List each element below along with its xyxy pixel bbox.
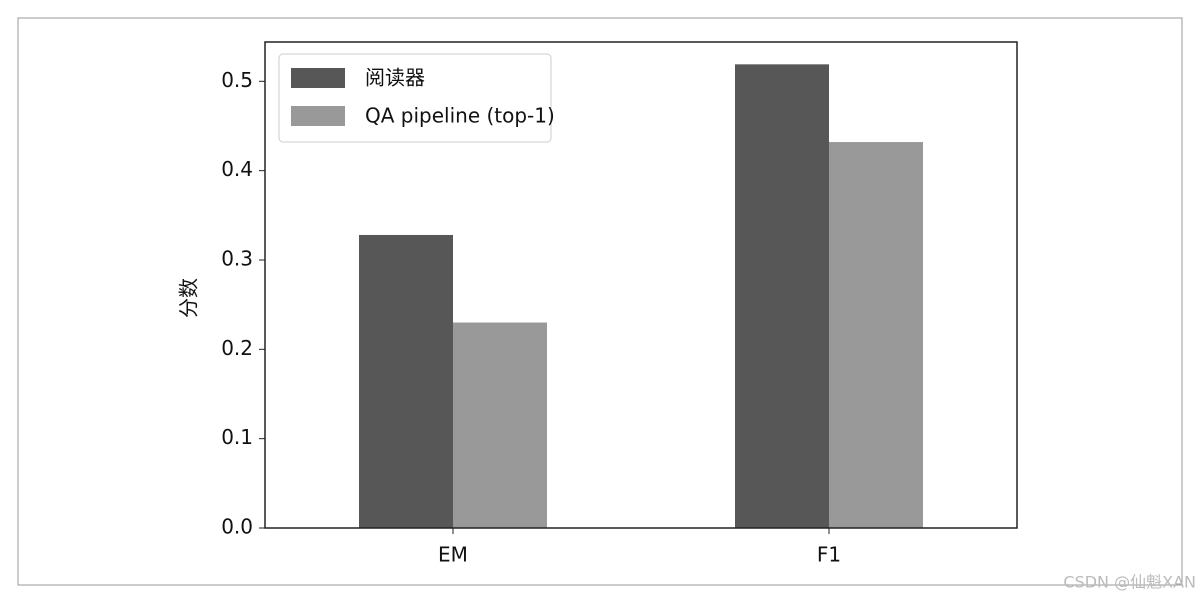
y-tick-label: 0.1	[221, 425, 253, 449]
plot-frame	[264, 41, 1018, 529]
y-axis-label: 分数	[177, 278, 201, 318]
y-tick-label: 0.5	[221, 68, 253, 92]
bar	[735, 64, 829, 528]
legend-label: QA pipeline (top-1)	[365, 104, 555, 128]
y-tick-label: 0.0	[221, 515, 253, 539]
x-tick-label: F1	[817, 543, 841, 567]
y-tick-label: 0.3	[221, 246, 253, 270]
legend-label: 阅读器	[365, 66, 425, 90]
y-tick-label: 0.2	[221, 336, 253, 360]
legend-box	[278, 53, 552, 143]
legend-swatch	[291, 68, 345, 88]
y-tick-label: 0.4	[221, 157, 253, 181]
legend-swatch	[291, 106, 345, 126]
bar	[453, 322, 547, 528]
x-tick-label: EM	[438, 543, 468, 567]
watermark: CSDN @仙魁XAN	[1063, 573, 1196, 592]
frame	[17, 17, 1183, 586]
bar	[359, 234, 453, 528]
bar	[829, 142, 923, 528]
